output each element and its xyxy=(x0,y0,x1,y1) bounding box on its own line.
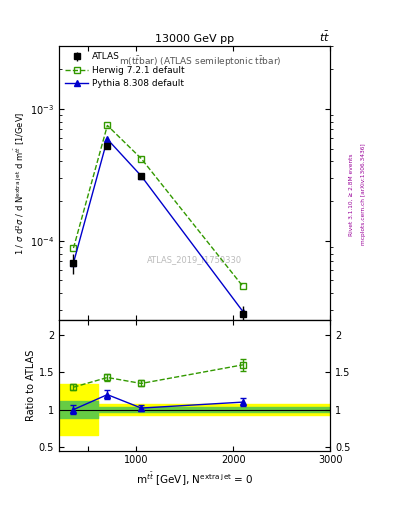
Y-axis label: Ratio to ATLAS: Ratio to ATLAS xyxy=(26,350,36,421)
Text: Rivet 3.1.10, ≥ 2.8M events: Rivet 3.1.10, ≥ 2.8M events xyxy=(349,153,354,236)
Text: 13000 GeV pp: 13000 GeV pp xyxy=(155,33,234,44)
Text: ATLAS_2019_I1750330: ATLAS_2019_I1750330 xyxy=(147,255,242,264)
Text: mcplots.cern.ch [arXiv:1306.3436]: mcplots.cern.ch [arXiv:1306.3436] xyxy=(361,144,366,245)
Legend: ATLAS, Herwig 7.2.1 default, Pythia 8.308 default: ATLAS, Herwig 7.2.1 default, Pythia 8.30… xyxy=(62,49,189,92)
X-axis label: m$^{t\bar{t}}$ [GeV], N$^{\mathrm{extra\ jet}}$ = 0: m$^{t\bar{t}}$ [GeV], N$^{\mathrm{extra\… xyxy=(136,471,253,488)
Text: $t\bar{t}$: $t\bar{t}$ xyxy=(319,29,330,44)
Y-axis label: 1 / $\sigma$ d$^2\sigma$ / d N$^{\mathrm{extra\ jet}}$ d m$^{t\bar{t}}$ [1/GeV]: 1 / $\sigma$ d$^2\sigma$ / d N$^{\mathrm… xyxy=(13,112,27,255)
Text: m(t$\bar{t}$bar) (ATLAS semileptonic t$\bar{t}$bar): m(t$\bar{t}$bar) (ATLAS semileptonic t$\… xyxy=(119,54,281,69)
